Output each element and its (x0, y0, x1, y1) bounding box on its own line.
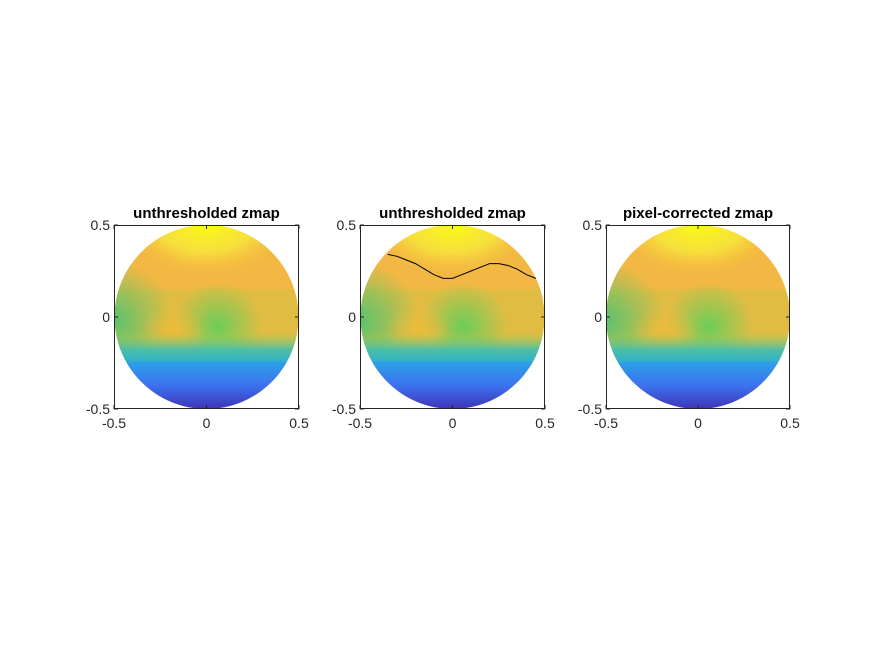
x-tick-label: 0 (203, 415, 211, 431)
x-tick-label: 0 (449, 415, 457, 431)
x-tick-label: -0.5 (102, 415, 126, 431)
y-tick-label: 0 (102, 309, 110, 325)
y-tick-label: -0.5 (86, 401, 110, 417)
panel-title: unthresholded zmap (133, 205, 280, 222)
x-tick-label: 0 (694, 415, 702, 431)
topo-map (606, 225, 790, 409)
topo-map (360, 225, 545, 409)
y-tick-label: 0 (594, 309, 602, 325)
x-tick-label: -0.5 (594, 415, 618, 431)
x-tick-label: 0.5 (780, 415, 800, 431)
y-tick-label: 0 (348, 309, 356, 325)
y-tick-label: -0.5 (578, 401, 602, 417)
y-tick-label: -0.5 (332, 401, 356, 417)
x-tick-label: 0.5 (289, 415, 309, 431)
panel-1: -0.5 0 0.5 -0.5 0 0.5 unthresholded zmap (86, 205, 309, 431)
y-tick-label: 0.5 (337, 217, 357, 233)
significance-contour (387, 253, 536, 279)
x-tick-label: 0.5 (535, 415, 555, 431)
y-tick-label: 0.5 (583, 217, 603, 233)
panel-title: unthresholded zmap (379, 205, 526, 222)
y-tick-label: 0.5 (91, 217, 111, 233)
x-tick-label: -0.5 (348, 415, 372, 431)
topo-map (114, 225, 299, 409)
panel-title: pixel-corrected zmap (623, 205, 773, 222)
panel-2: -0.5 0 0.5 -0.5 0 0.5 unthresholded zmap (332, 205, 555, 431)
panel-3: -0.5 0 0.5 -0.5 0 0.5 pixel-corrected zmap (578, 205, 800, 431)
